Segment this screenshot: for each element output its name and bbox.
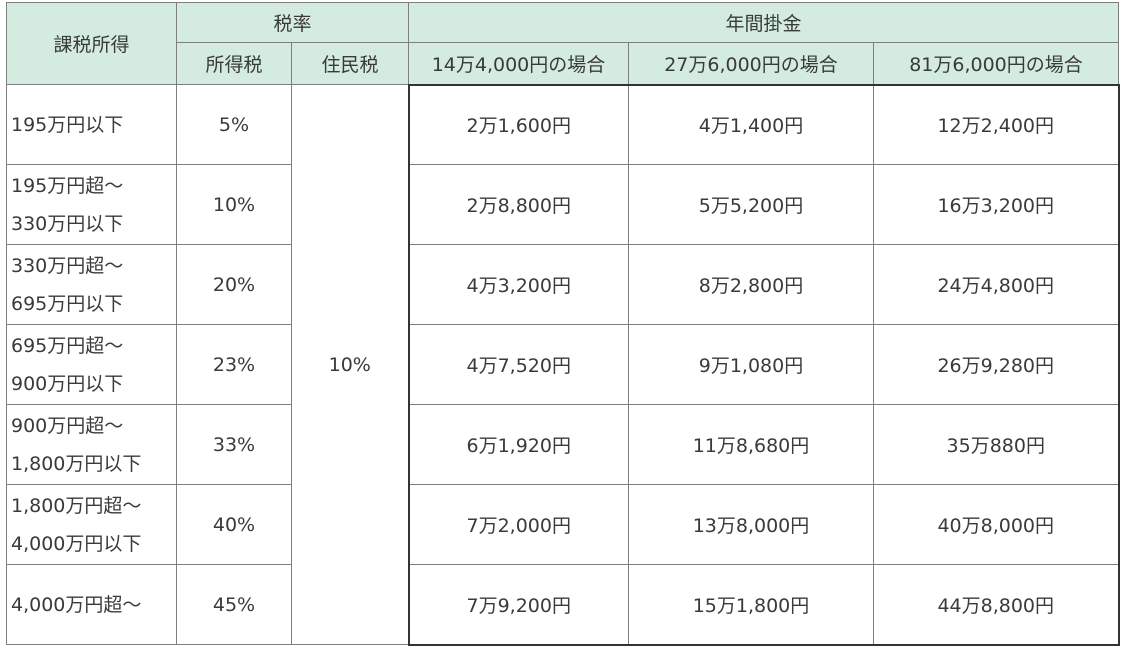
income-tax-rate: 5%	[176, 84, 292, 165]
amount-case-1: 7万2,000円	[407, 484, 629, 565]
header-case-1: 14万4,000円の場合	[408, 42, 629, 85]
income-tax-rate: 20%	[176, 244, 292, 325]
amount-case-1: 6万1,920円	[407, 404, 629, 485]
header-annual: 年間掛金	[408, 2, 1119, 43]
table-row: 1,800万円超～ 4,000万円以下 40% 7万2,000円 13万8,000…	[6, 484, 1120, 565]
header-resident-tax: 住民税	[291, 42, 409, 85]
header-tax-rate: 税率	[176, 2, 409, 43]
amount-case-3: 44万8,800円	[873, 564, 1120, 646]
income-bracket: 195万円超～ 330万円以下	[6, 164, 177, 245]
income-bracket: 195万円以下	[6, 84, 177, 165]
amount-case-3: 40万8,000円	[873, 484, 1120, 565]
income-tax-rate: 23%	[176, 324, 292, 405]
amount-case-1: 2万1,600円	[407, 83, 629, 165]
table-row: 195万円超～ 330万円以下 10% 2万8,800円 5万5,200円 16万…	[6, 164, 1120, 245]
income-bracket: 4,000万円超～	[6, 564, 177, 645]
table-row: 4,000万円超～ 45% 7万9,200円 15万1,800円 44万8,80…	[6, 564, 1120, 646]
table-row: 330万円超～ 695万円以下 20% 4万3,200円 8万2,800円 24万…	[6, 244, 1120, 325]
table-row: 900万円超～ 1,800万円以下 33% 6万1,920円 11万8,680円 …	[6, 404, 1120, 485]
income-bracket: 900万円超～ 1,800万円以下	[6, 404, 177, 485]
tax-savings-table: 課税所得 税率 年間掛金 所得税 住民税 14万4,000円の場合 27万6,0…	[6, 2, 1120, 646]
amount-case-2: 8万2,800円	[628, 244, 874, 325]
amount-case-3: 35万880円	[873, 404, 1120, 485]
table-row: 695万円超～ 900万円以下 23% 4万7,520円 9万1,080円 26万…	[6, 324, 1120, 405]
amount-case-2: 15万1,800円	[628, 564, 874, 646]
amount-case-2: 5万5,200円	[628, 164, 874, 245]
amount-case-2: 13万8,000円	[628, 484, 874, 565]
income-bracket: 1,800万円超～ 4,000万円以下	[6, 484, 177, 565]
resident-tax-rate: 10%	[291, 84, 409, 645]
header-income-tax: 所得税	[176, 42, 292, 85]
income-tax-rate: 10%	[176, 164, 292, 245]
amount-case-3: 12万2,400円	[873, 83, 1120, 165]
amount-case-1: 4万7,520円	[407, 324, 629, 405]
income-bracket: 330万円超～ 695万円以下	[6, 244, 177, 325]
amount-case-3: 24万4,800円	[873, 244, 1120, 325]
header-income: 課税所得	[6, 2, 177, 85]
amount-case-3: 16万3,200円	[873, 164, 1120, 245]
amount-case-1: 4万3,200円	[407, 244, 629, 325]
amount-case-1: 2万8,800円	[407, 164, 629, 245]
amount-case-2: 11万8,680円	[628, 404, 874, 485]
header-case-2: 27万6,000円の場合	[628, 42, 874, 85]
amount-case-2: 4万1,400円	[628, 83, 874, 165]
amount-case-3: 26万9,280円	[873, 324, 1120, 405]
table-row: 195万円以下 5% 10% 2万1,600円 4万1,400円 12万2,40…	[6, 83, 1120, 645]
income-tax-rate: 40%	[176, 484, 292, 565]
income-tax-rate: 45%	[176, 564, 292, 645]
income-tax-rate: 33%	[176, 404, 292, 485]
header-case-3: 81万6,000円の場合	[873, 42, 1119, 85]
amount-case-2: 9万1,080円	[628, 324, 874, 405]
amount-case-1: 7万9,200円	[407, 564, 629, 646]
income-bracket: 695万円超～ 900万円以下	[6, 324, 177, 405]
